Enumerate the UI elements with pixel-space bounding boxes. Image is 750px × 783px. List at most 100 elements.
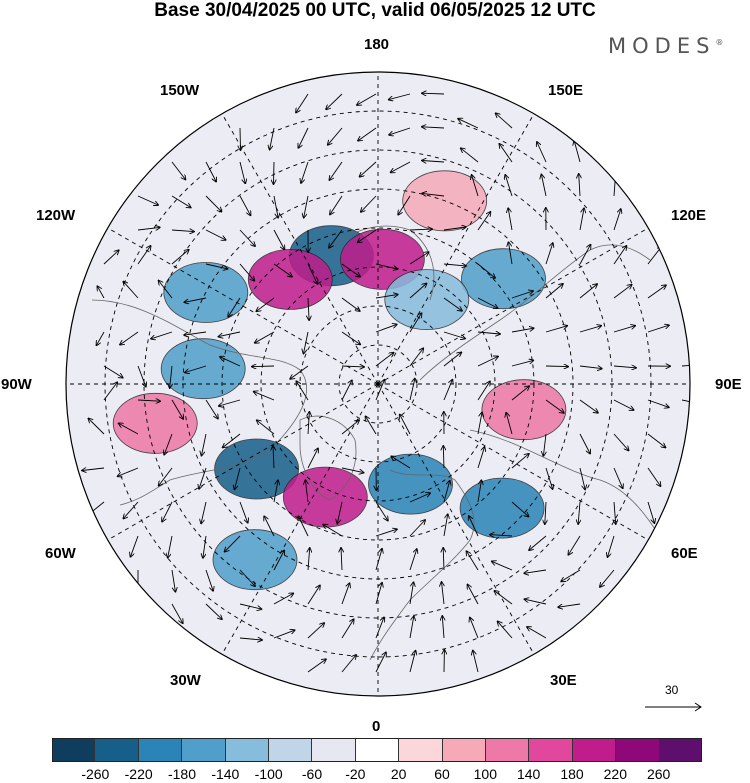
wind-arrow — [409, 348, 423, 367]
wind-arrow — [443, 331, 465, 339]
wind-arrow — [400, 415, 411, 435]
wind-arrow — [647, 501, 654, 523]
wind-arrow — [409, 313, 422, 333]
wind-arrow — [341, 420, 359, 435]
wind-arrow — [529, 535, 547, 550]
colorbar-swatch — [138, 738, 183, 762]
wind-arrow — [273, 593, 293, 605]
wind-arrow — [205, 195, 222, 212]
wind-arrow — [422, 161, 445, 163]
colorbar-swatch — [182, 738, 226, 762]
wind-arrow — [647, 399, 669, 407]
wind-arrow — [305, 480, 308, 503]
wind-arrow — [561, 569, 581, 581]
wind-arrow — [409, 651, 416, 673]
wind-arrow — [613, 209, 621, 231]
wind-arrow — [205, 569, 213, 591]
wind-arrow — [499, 144, 513, 163]
wind-arrow — [422, 127, 445, 128]
wind-arrow — [579, 284, 597, 299]
anomaly-cell — [112, 392, 198, 454]
wind-arrow — [273, 551, 284, 571]
wind-arrow — [409, 616, 414, 639]
wind-arrow — [274, 161, 275, 184]
wind-arrow — [223, 433, 241, 448]
meridian — [377, 113, 535, 385]
wind-arrow — [219, 331, 241, 337]
wind-arrow — [568, 535, 581, 555]
wind-arrow — [545, 326, 567, 333]
wind-arrow — [443, 481, 450, 503]
wind-arrow — [137, 246, 151, 265]
wind-arrow — [131, 535, 139, 557]
colorbar-tick-label: -100 — [254, 766, 283, 782]
wind-arrow — [171, 250, 189, 265]
wind-arrow — [469, 516, 479, 537]
label-0: 0 — [372, 718, 381, 735]
colorbar-swatch — [269, 738, 313, 762]
wind-arrow — [409, 520, 425, 537]
wind-arrow — [494, 591, 513, 605]
modes-logo: MODES® — [608, 34, 723, 58]
wind-arrow — [205, 161, 216, 182]
wind-arrow — [296, 93, 309, 113]
wind-arrow — [375, 501, 388, 521]
wind-arrow — [307, 263, 317, 284]
wind-arrow — [329, 229, 343, 248]
wind-arrow — [472, 175, 479, 197]
wind-arrow — [184, 331, 207, 335]
colorbar-swatch — [355, 738, 400, 762]
map-border — [65, 71, 691, 697]
anomaly-cell — [247, 248, 333, 310]
wind-arrow — [541, 175, 547, 197]
wind-arrow — [307, 659, 326, 673]
anomaly-cell — [459, 477, 545, 539]
wind-arrow — [341, 619, 354, 639]
meridian — [107, 227, 379, 385]
wind-arrow — [389, 127, 411, 135]
label-90e: 90E — [715, 376, 742, 393]
wind-arrow — [506, 413, 513, 435]
registered-mark: ® — [715, 38, 724, 47]
wind-arrow — [477, 357, 498, 367]
wind-arrow — [511, 328, 534, 333]
wind-arrow — [511, 454, 529, 469]
label-60w: 60W — [45, 545, 76, 562]
wind-arrow — [578, 501, 580, 524]
colorbar-swatch — [659, 738, 703, 762]
wind-arrow — [477, 332, 500, 334]
wind-arrow — [527, 627, 547, 639]
wind-arrow — [203, 535, 207, 558]
wind-arrow — [525, 599, 547, 605]
wind-arrow — [409, 252, 429, 265]
wind-arrow — [613, 326, 635, 333]
wind-arrow — [614, 501, 616, 524]
wind-arrow — [647, 285, 666, 299]
wind-arrow — [273, 630, 295, 639]
wind-arrow — [184, 297, 207, 302]
colorbar-tick-label: -20 — [345, 766, 366, 782]
wind-arrow — [443, 352, 461, 367]
vector-reference: 30 — [643, 683, 705, 713]
label-150w: 150W — [160, 82, 200, 99]
label-30e: 30E — [550, 672, 577, 689]
wind-arrow — [579, 208, 584, 231]
wind-arrow — [467, 551, 479, 571]
wind-arrow — [409, 229, 432, 230]
label-150e: 150E — [548, 82, 584, 99]
wind-arrow — [477, 263, 495, 278]
wind-arrow — [375, 324, 397, 333]
chart-title: Base 30/04/2025 00 UTC, valid 06/05/2025… — [154, 0, 596, 21]
wind-arrow — [558, 603, 581, 607]
wind-arrow — [220, 357, 241, 367]
wind-arrow — [509, 242, 513, 265]
wind-arrow — [137, 195, 158, 205]
wind-arrow — [97, 331, 105, 345]
wind-arrow — [341, 380, 352, 401]
wind-arrow — [225, 535, 241, 552]
wind-arrow — [168, 535, 173, 558]
wind-arrow — [461, 148, 479, 163]
wind-arrow — [511, 291, 533, 299]
wind-arrow — [235, 467, 241, 489]
wind-arrow — [330, 195, 343, 214]
